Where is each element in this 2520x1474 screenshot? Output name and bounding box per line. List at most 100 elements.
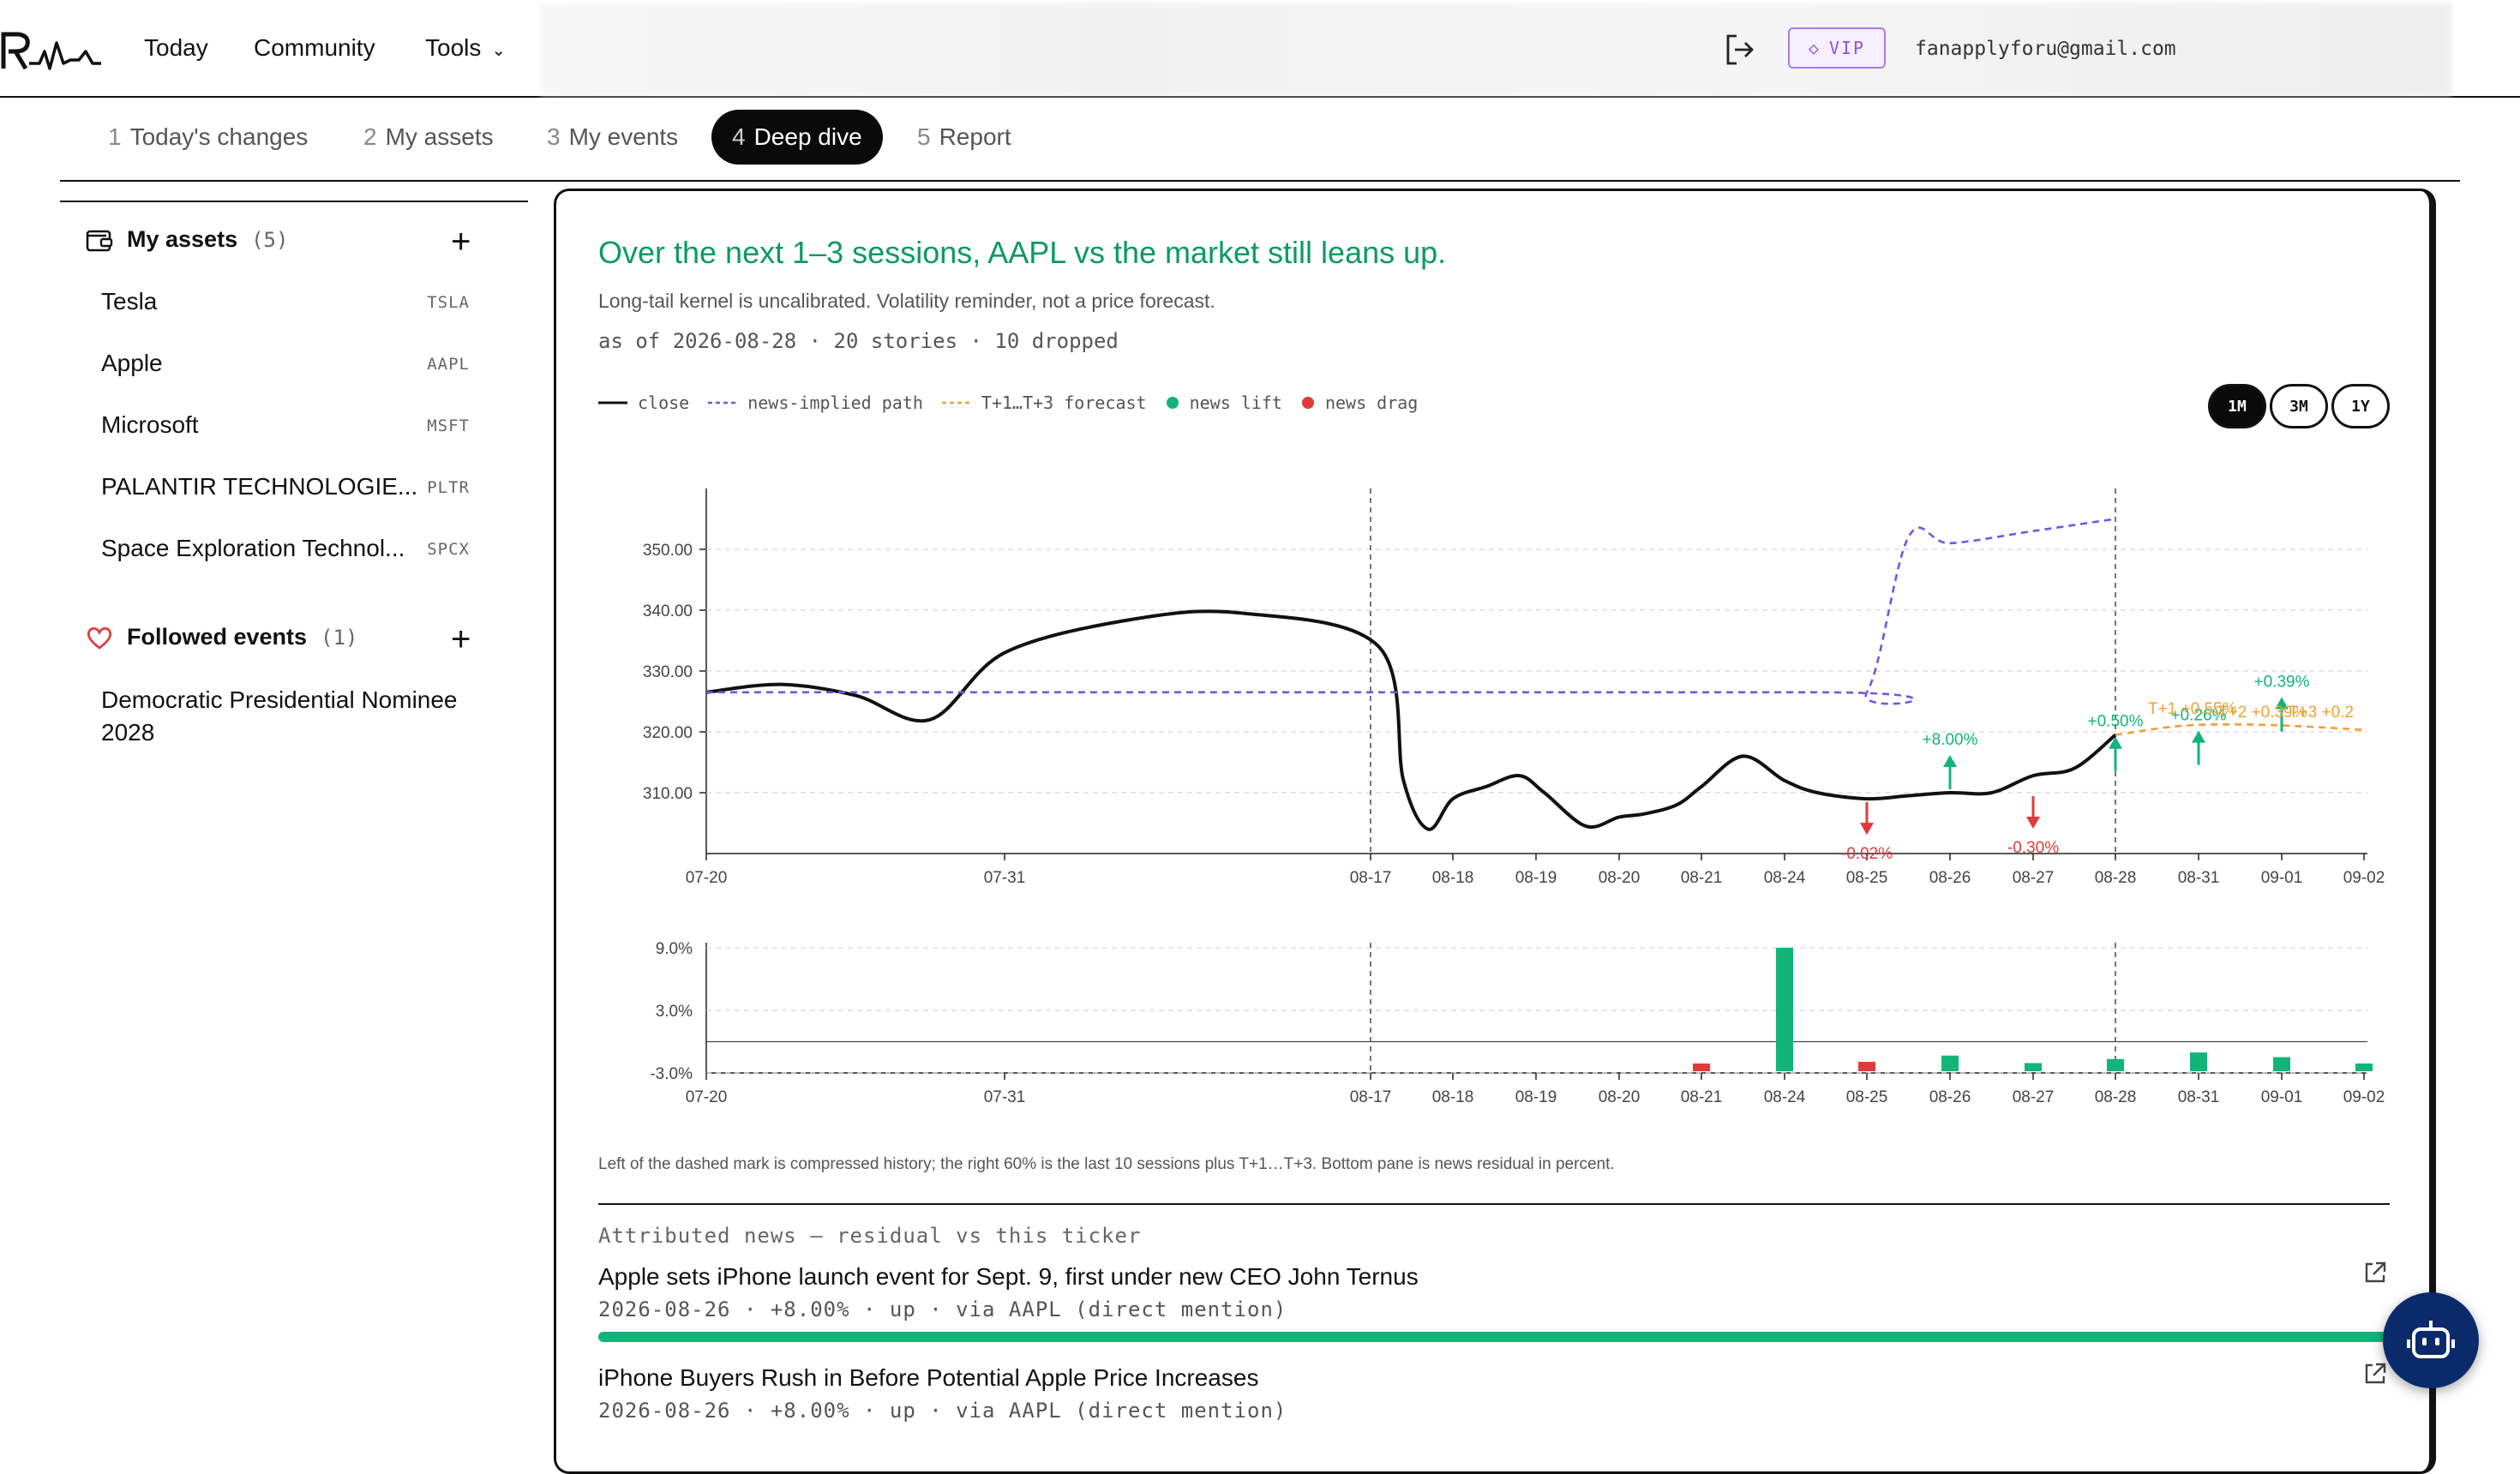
- news-item-meta: 2026-08-26 · +8.00% · up · via AAPL (dir…: [598, 1399, 1287, 1423]
- diamond-icon: ◇: [1808, 38, 1821, 58]
- news-item-meta: 2026-08-26 · +8.00% · up · via AAPL (dir…: [598, 1297, 1287, 1321]
- sidebar-item-spacex[interactable]: Space Exploration Technol... SPCX: [101, 535, 470, 569]
- sidebar-divider: [60, 201, 528, 202]
- external-link-icon[interactable]: [2362, 1361, 2388, 1387]
- sidebar-item-event[interactable]: Democratic Presidential Nominee 2028: [101, 686, 458, 746]
- x-tick-label: 08-28: [2095, 869, 2137, 887]
- residual-bar: [2025, 1063, 2042, 1071]
- asset-ticker: PLTR: [427, 478, 470, 497]
- tab-my-assets[interactable]: 2 My assets: [363, 110, 494, 165]
- x-tick-label: 08-27: [2013, 1088, 2055, 1106]
- x-tick-label: 07-31: [984, 869, 1026, 887]
- top-bar: Today Community Tools ⌄ ◇ VIP fanapplyfor…: [0, 0, 2520, 98]
- step-label: Today's changes: [129, 123, 309, 150]
- x-tick-label: 09-01: [2261, 869, 2303, 887]
- asset-ticker: SPCX: [427, 540, 470, 559]
- forecast-label: T+3 +0.2: [2289, 704, 2354, 722]
- sidebar-item-tesla[interactable]: Tesla TSLA: [101, 288, 470, 322]
- tab-my-events[interactable]: 3 My events: [547, 110, 678, 165]
- chevron-down-icon: ⌄: [491, 41, 507, 60]
- add-asset-button[interactable]: +: [451, 223, 471, 261]
- assets-count: (5): [251, 227, 289, 252]
- x-tick-label: 08-18: [1432, 869, 1474, 887]
- sidebar-item-microsoft[interactable]: Microsoft MSFT: [101, 411, 470, 446]
- residual-bar: [1941, 1055, 1959, 1071]
- legend-forecast: T+1…T+3 forecast: [941, 392, 1147, 413]
- asset-name: Space Exploration Technol...: [101, 535, 405, 561]
- range-1m-button[interactable]: 1M: [2208, 384, 2266, 428]
- legend-lift: news lift: [1166, 392, 1282, 413]
- y-tick-label: 320.00: [643, 724, 693, 742]
- heart-icon: [87, 626, 112, 650]
- tab-report[interactable]: 5 Report: [917, 110, 1011, 165]
- tab-deep-dive[interactable]: 4 Deep dive: [711, 110, 883, 165]
- legend-label: news-implied path: [747, 392, 923, 413]
- legend-label: news drag: [1324, 392, 1419, 413]
- legend-label: T+1…T+3 forecast: [981, 392, 1147, 413]
- legend-implied: news-implied path: [708, 392, 923, 413]
- tab-todays-changes[interactable]: 1 Today's changes: [108, 110, 308, 165]
- events-count: (1): [321, 625, 358, 650]
- nav-tools[interactable]: Tools ⌄: [425, 34, 506, 62]
- news-divider: [598, 1203, 2390, 1205]
- lift-label: +0.26%: [2171, 707, 2227, 725]
- drag-arrow-head: [1860, 823, 1874, 836]
- assistant-bot-button[interactable]: [2383, 1292, 2479, 1388]
- legend-lift-swatch: [1166, 397, 1179, 409]
- nav-community[interactable]: Community: [254, 34, 375, 61]
- residual-bar: [1693, 1064, 1710, 1071]
- series-line-forecast: [2115, 722, 2365, 736]
- chart-note: Left of the dashed mark is compressed hi…: [598, 1155, 1615, 1173]
- disclaimer-text: Long-tail kernel is uncalibrated. Volati…: [598, 290, 1215, 312]
- x-tick-label: 08-31: [2178, 1088, 2220, 1106]
- x-tick-label: 08-19: [1515, 1088, 1557, 1106]
- nav-today[interactable]: Today: [144, 34, 208, 61]
- residual-bar: [1776, 948, 1793, 1071]
- wallet-icon: [86, 230, 113, 251]
- news-item-title[interactable]: iPhone Buyers Rush in Before Potential A…: [598, 1364, 1259, 1391]
- lift-label: +8.00%: [1923, 731, 1978, 749]
- lift-arrow-head: [2192, 730, 2205, 743]
- asset-name: Microsoft: [101, 411, 199, 438]
- news-section-title: Attributed news — residual vs this ticke…: [598, 1224, 1142, 1248]
- lift-arrow-head: [2275, 697, 2289, 710]
- chart-legend: close news-implied path T+1…T+3 forecast…: [598, 392, 1418, 413]
- logout-icon[interactable]: [1723, 33, 1757, 67]
- lift-label: +0.50%: [2088, 713, 2144, 731]
- residual-bar: [2355, 1064, 2373, 1071]
- x-tick-label: 08-20: [1599, 1088, 1641, 1106]
- add-event-button[interactable]: +: [451, 620, 471, 658]
- vip-badge[interactable]: ◇ VIP: [1788, 27, 1886, 69]
- sidebar-item-palantir[interactable]: PALANTIR TECHNOLOGIE... PLTR: [101, 473, 470, 507]
- user-email[interactable]: fanapplyforu@gmail.com: [1915, 38, 2176, 60]
- asset-ticker: AAPL: [427, 355, 470, 374]
- page-title: Over the next 1–3 sessions, AAPL vs the …: [598, 235, 1447, 270]
- lift-arrow-head: [2109, 736, 2122, 749]
- logo-icon[interactable]: [0, 26, 103, 74]
- legend-forecast-swatch: [941, 401, 971, 404]
- news-item-title[interactable]: Apple sets iPhone launch event for Sept.…: [598, 1263, 1419, 1290]
- x-tick-label: 08-25: [1846, 869, 1888, 887]
- sidebar-item-apple[interactable]: Apple AAPL: [101, 350, 470, 384]
- external-link-icon[interactable]: [2362, 1260, 2388, 1285]
- range-3m-button[interactable]: 3M: [2270, 384, 2328, 428]
- asset-ticker: MSFT: [427, 416, 470, 435]
- x-tick-label: 08-24: [1764, 1088, 1806, 1106]
- asset-ticker: TSLA: [427, 293, 470, 312]
- legend-drag-swatch: [1301, 397, 1314, 409]
- drag-label: -0.30%: [2007, 839, 2059, 857]
- x-tick-label: 09-01: [2261, 1088, 2303, 1106]
- range-1y-button[interactable]: 1Y: [2331, 384, 2390, 428]
- step-number: 3: [547, 123, 561, 150]
- step-number: 2: [363, 123, 377, 150]
- drag-arrow-head: [2026, 817, 2040, 829]
- step-number: 5: [917, 123, 931, 150]
- x-tick-label: 08-31: [2178, 869, 2220, 887]
- legend-label: news lift: [1189, 392, 1282, 413]
- residual-bar: [1858, 1062, 1875, 1071]
- forecast-label: T+2 +0.39%: [2218, 704, 2307, 722]
- as-of-meta: as of 2026-08-28 · 20 stories · 10 dropp…: [598, 329, 1119, 353]
- x-tick-label: 08-26: [1929, 1088, 1971, 1106]
- legend-close-swatch: [598, 401, 627, 404]
- step-label: My events: [568, 123, 679, 150]
